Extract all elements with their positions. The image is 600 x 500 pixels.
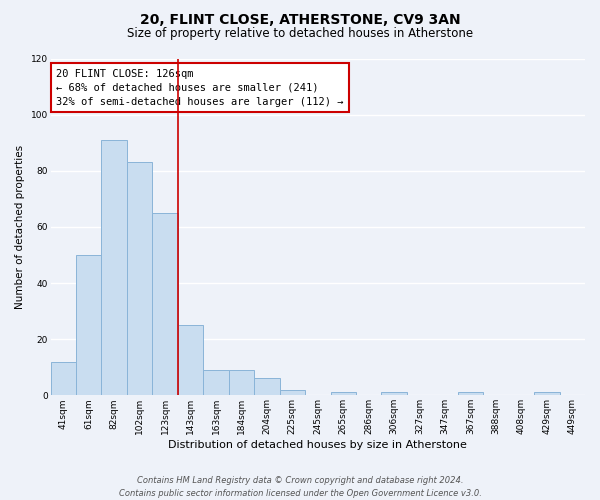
Bar (76, 255, 101, 396)
Bar (254, 378, 280, 396)
Y-axis label: Number of detached properties: Number of detached properties (15, 145, 25, 309)
Text: Contains HM Land Registry data © Crown copyright and database right 2024.
Contai: Contains HM Land Registry data © Crown c… (119, 476, 481, 498)
Bar (331, 392, 356, 396)
Bar (458, 392, 483, 396)
Bar (382, 392, 407, 396)
Bar (203, 370, 229, 396)
Bar (152, 213, 178, 396)
Bar (50, 362, 76, 396)
Bar (101, 140, 127, 396)
Text: Size of property relative to detached houses in Atherstone: Size of property relative to detached ho… (127, 28, 473, 40)
Text: 20, FLINT CLOSE, ATHERSTONE, CV9 3AN: 20, FLINT CLOSE, ATHERSTONE, CV9 3AN (140, 12, 460, 26)
X-axis label: Distribution of detached houses by size in Atherstone: Distribution of detached houses by size … (169, 440, 467, 450)
Bar (127, 162, 152, 396)
Bar (534, 392, 560, 396)
Text: 20 FLINT CLOSE: 126sqm
← 68% of detached houses are smaller (241)
32% of semi-de: 20 FLINT CLOSE: 126sqm ← 68% of detached… (56, 68, 343, 106)
Bar (229, 370, 254, 396)
Bar (178, 325, 203, 396)
Bar (280, 390, 305, 396)
